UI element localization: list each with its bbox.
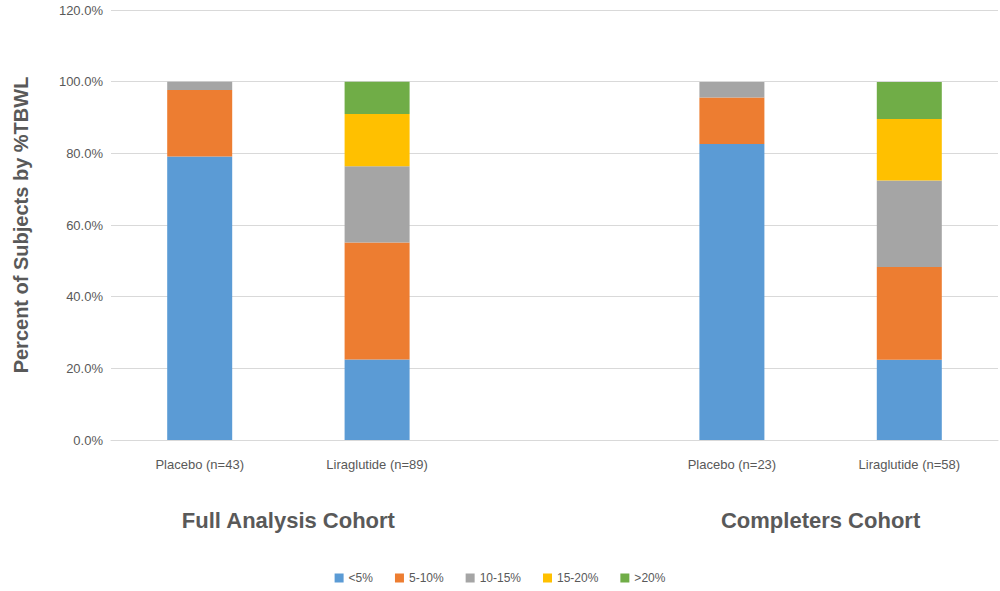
svg-text:10-15%: 10-15% — [480, 571, 522, 585]
svg-text:Placebo (n=43): Placebo (n=43) — [155, 457, 244, 472]
svg-text:5-10%: 5-10% — [409, 571, 444, 585]
svg-text:100.0%: 100.0% — [59, 74, 104, 89]
svg-text:Full Analysis Cohort: Full Analysis Cohort — [182, 508, 396, 533]
svg-text:20.0%: 20.0% — [66, 361, 103, 376]
svg-text:Liraglutide (n=58): Liraglutide (n=58) — [859, 457, 961, 472]
svg-text:0.0%: 0.0% — [73, 433, 103, 448]
svg-text:120.0%: 120.0% — [59, 3, 104, 18]
svg-text:Completers Cohort: Completers Cohort — [721, 508, 921, 533]
svg-text:15-20%: 15-20% — [557, 571, 599, 585]
svg-text:Liraglutide (n=89): Liraglutide (n=89) — [326, 457, 428, 472]
svg-text:40.0%: 40.0% — [66, 289, 103, 304]
svg-text:60.0%: 60.0% — [66, 218, 103, 233]
svg-text:<5%: <5% — [349, 571, 374, 585]
svg-text:80.0%: 80.0% — [66, 146, 103, 161]
svg-text:Percent of Subjects by %TBWL: Percent of Subjects by %TBWL — [10, 77, 32, 374]
svg-text:>20%: >20% — [634, 571, 665, 585]
svg-text:Placebo (n=23): Placebo (n=23) — [688, 457, 777, 472]
